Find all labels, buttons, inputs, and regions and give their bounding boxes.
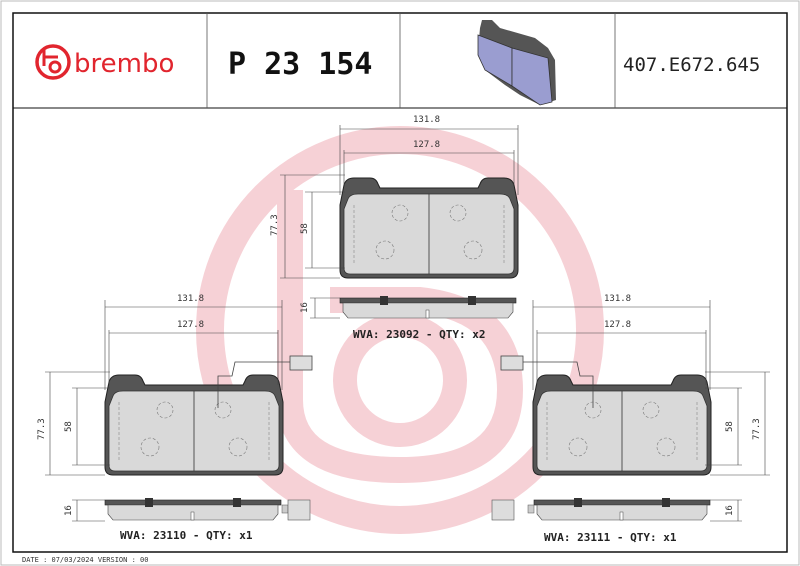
left-thickness: 16: [64, 505, 74, 516]
top-pad-front-view: [339, 177, 519, 279]
brembo-logo: brembo: [35, 44, 174, 80]
right-width-outer: 131.8: [604, 294, 631, 304]
pad-3d-preview: [477, 20, 556, 106]
left-pad-front-view: [104, 374, 284, 476]
left-pad-side-view: [104, 497, 311, 521]
right-pad-sensor-wire: [500, 355, 594, 408]
right-pad-label: WVA: 23111 - QTY: x1: [544, 531, 677, 544]
top-width-outer: 131.8: [413, 115, 440, 125]
left-pad-dimensions: [45, 300, 283, 522]
top-thickness: 16: [300, 302, 310, 313]
top-width-inner: 127.8: [413, 140, 440, 150]
top-pad-dimensions: [280, 125, 519, 319]
right-height-inner: 58: [725, 421, 735, 432]
brembo-watermark: [196, 126, 604, 534]
right-pad-side-view: [491, 497, 711, 521]
right-pad-front-view: [532, 374, 712, 476]
top-height-outer: 77.3: [270, 214, 280, 236]
right-thickness: 16: [725, 505, 735, 516]
reference-code: 407.E672.645: [623, 54, 760, 76]
right-pad-dimensions: [532, 300, 770, 522]
left-width-outer: 131.8: [177, 294, 204, 304]
left-height-inner: 58: [64, 421, 74, 432]
top-height-inner: 58: [300, 223, 310, 234]
left-pad-sensor-wire: [217, 355, 313, 408]
top-pad-label: WVA: 23092 - QTY: x2: [353, 328, 485, 341]
date-version: DATE : 07/03/2024 VERSION : 00: [22, 556, 148, 564]
part-number: P 23 154: [228, 47, 373, 82]
top-pad-side-view: [339, 295, 517, 319]
left-pad-label: WVA: 23110 - QTY: x1: [120, 529, 253, 542]
left-width-inner: 127.8: [177, 320, 204, 330]
brand-name: brembo: [74, 49, 174, 79]
right-width-inner: 127.8: [604, 320, 631, 330]
left-height-outer: 77.3: [37, 418, 47, 440]
right-height-outer: 77.3: [752, 418, 762, 440]
